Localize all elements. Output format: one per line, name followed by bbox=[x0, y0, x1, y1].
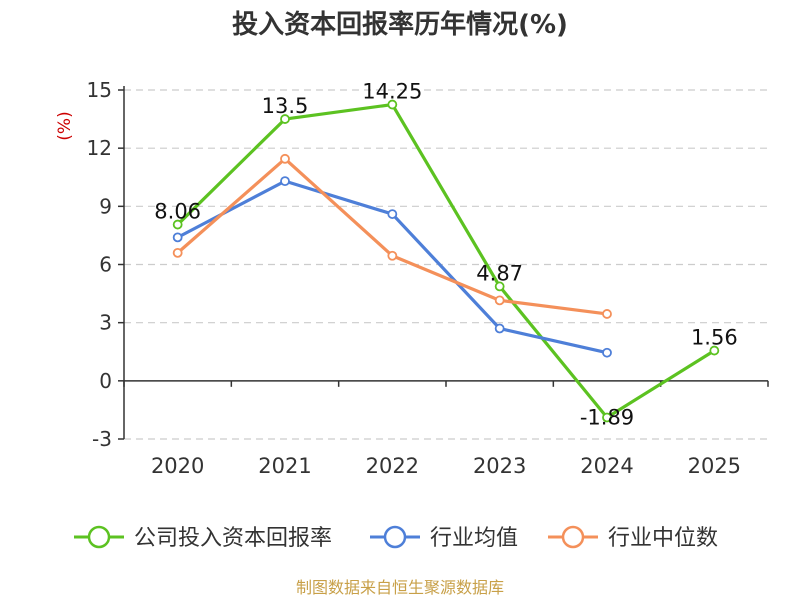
y-tick-label: 6 bbox=[99, 253, 112, 277]
data-labels: 8.06 13.5 14.25 4.87 -1.89 1.56 bbox=[154, 80, 737, 430]
data-point bbox=[709, 345, 720, 356]
y-axis-unit: (%) bbox=[55, 111, 75, 140]
data-point bbox=[280, 176, 290, 187]
data-point bbox=[494, 281, 505, 292]
legend-marker bbox=[383, 525, 407, 549]
data-point bbox=[280, 114, 290, 124]
legend-label: 行业均值 bbox=[430, 526, 518, 551]
legend-marker bbox=[87, 525, 111, 549]
legend-label: 公司投入资本回报率 bbox=[134, 526, 332, 551]
legend[interactable]: 公司投入资本回报率 行业均值 行业中位数 bbox=[74, 525, 718, 551]
x-tick-label: 2024 bbox=[580, 454, 633, 478]
data-label: 8.06 bbox=[154, 200, 201, 224]
data-point bbox=[387, 209, 398, 219]
data-label: -1.89 bbox=[580, 405, 634, 429]
data-label: 1.56 bbox=[691, 326, 738, 350]
series-line bbox=[176, 157, 608, 316]
data-point bbox=[172, 247, 183, 258]
series-0 bbox=[172, 99, 720, 423]
data-point bbox=[387, 250, 398, 261]
chart-title: 投入资本回报率历年情况(%) bbox=[232, 9, 568, 40]
legend-item-2[interactable]: 行业中位数 bbox=[548, 525, 718, 551]
y-tick-label: -3 bbox=[92, 427, 112, 451]
axes bbox=[118, 86, 769, 440]
series-lines bbox=[172, 99, 720, 423]
data-point bbox=[602, 347, 612, 358]
y-tick-label: 0 bbox=[99, 369, 112, 393]
data-point bbox=[172, 232, 183, 243]
source-note: 制图数据来自恒生聚源数据库 bbox=[296, 578, 504, 597]
y-tick-label: 9 bbox=[99, 194, 112, 218]
x-tick-label: 2023 bbox=[473, 454, 526, 478]
legend-marker bbox=[561, 525, 585, 549]
x-tick-label: 2020 bbox=[151, 454, 204, 478]
series-line bbox=[176, 102, 716, 420]
legend-item-1[interactable]: 行业均值 bbox=[370, 525, 518, 551]
y-tick-label: 3 bbox=[99, 311, 112, 335]
y-tick-label: 15 bbox=[87, 78, 112, 102]
data-point bbox=[387, 99, 398, 110]
y-tick-label: 12 bbox=[87, 136, 112, 160]
series-2 bbox=[172, 153, 612, 319]
y-tick-labels: 15 12 9 6 3 0 -3 bbox=[87, 78, 112, 451]
x-tick-label: 2022 bbox=[366, 454, 419, 478]
legend-label: 行业中位数 bbox=[608, 526, 718, 551]
data-label: 14.25 bbox=[362, 80, 422, 104]
series-1 bbox=[172, 176, 612, 358]
legend-item-0[interactable]: 公司投入资本回报率 bbox=[74, 525, 332, 551]
data-label: 13.5 bbox=[262, 94, 309, 118]
data-point bbox=[280, 153, 290, 164]
x-tick-label: 2021 bbox=[258, 454, 311, 478]
x-tick-labels: 2020 2021 2022 2023 2024 2025 bbox=[151, 454, 741, 478]
x-tick-label: 2025 bbox=[688, 454, 741, 478]
data-label: 4.87 bbox=[476, 261, 523, 285]
data-point bbox=[494, 295, 505, 306]
data-point bbox=[172, 219, 183, 230]
data-point bbox=[494, 323, 505, 334]
data-point bbox=[602, 309, 612, 319]
data-point bbox=[602, 412, 612, 423]
